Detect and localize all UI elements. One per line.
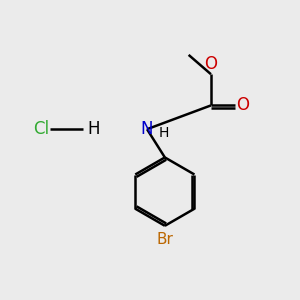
Text: H: H [88,120,100,138]
Text: O: O [204,55,218,73]
Text: N: N [141,120,153,138]
Text: Cl: Cl [33,120,49,138]
Text: Br: Br [156,232,173,247]
Text: H: H [158,126,169,140]
Text: O: O [236,96,249,114]
